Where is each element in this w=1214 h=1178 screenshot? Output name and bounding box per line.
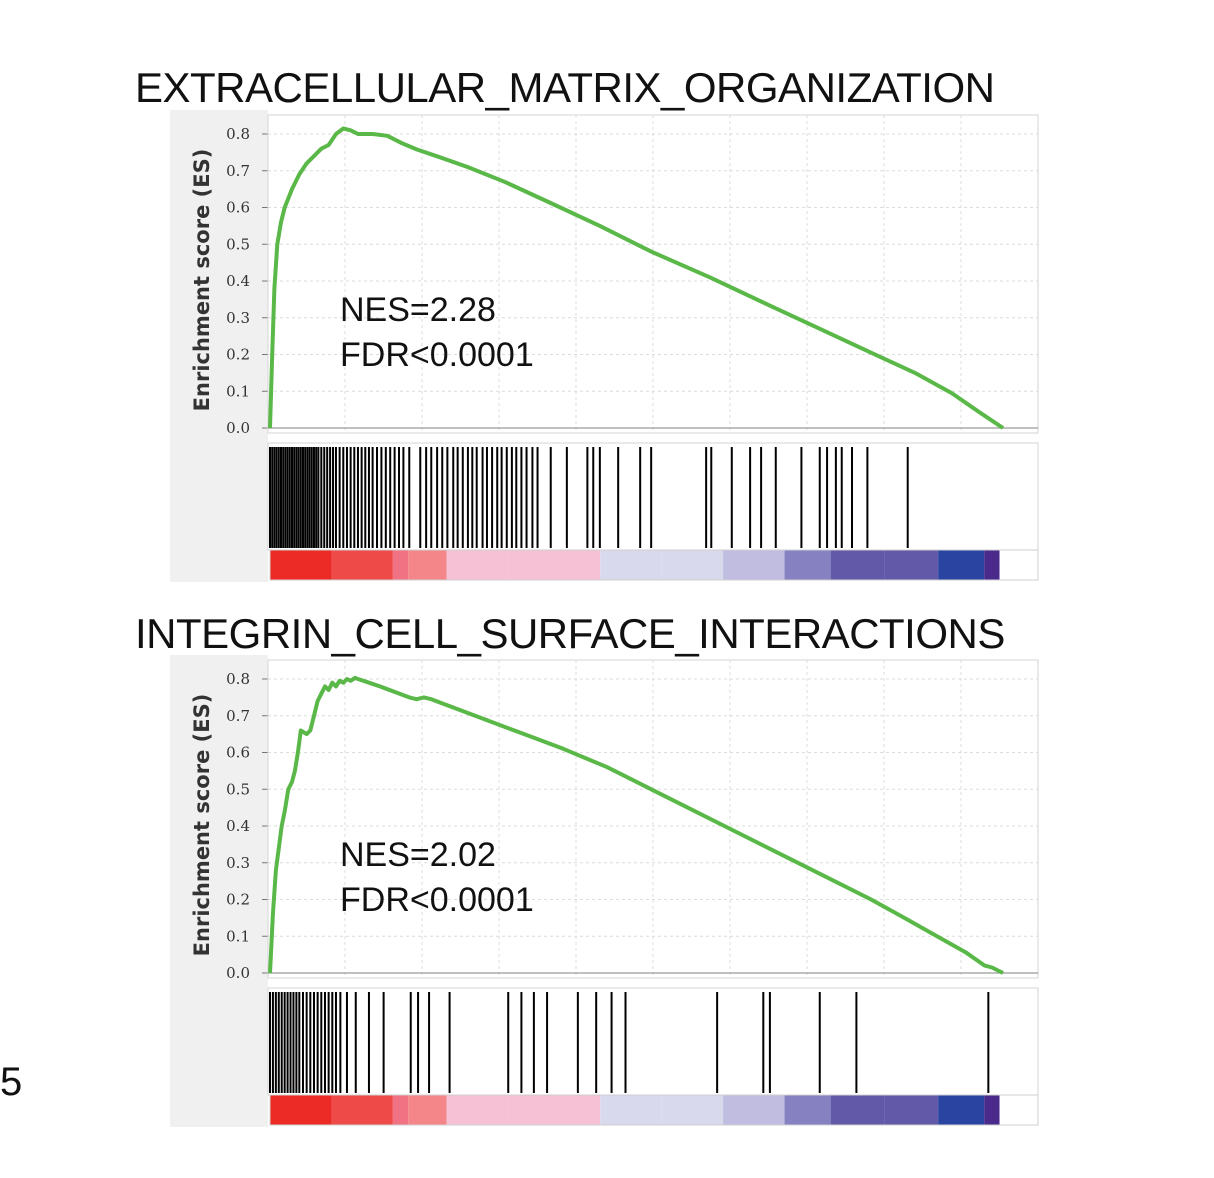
color-bar-segment [784,550,831,580]
color-bar-segment [723,1095,785,1125]
color-bar-segment [600,1095,662,1125]
y-axis-label: Enrichment score (ES) [190,149,214,412]
color-bar-segment [723,550,785,580]
color-bar-segment [331,1095,393,1125]
color-bar-segment [784,1095,831,1125]
hit-panel [267,442,1039,551]
enrichment-score-line [268,675,1004,975]
y-tick-labels: 0.0 0.1 0.2 0.3 0.4 0.5 0.6 0.7 0.8 [226,670,268,982]
y-tick-label: 0.5 [226,780,250,798]
nes-annotation: NES=2.28 [340,291,496,329]
color-bar-segment [446,1095,509,1125]
color-bar-segment [830,1095,885,1125]
y-tick-label: 0.1 [226,927,250,945]
fdr-annotation: FDR<0.0001 [340,336,534,374]
color-bar-segment [600,550,662,580]
fdr-annotation: FDR<0.0001 [340,881,534,919]
y-tick-label: 0.6 [226,199,250,217]
color-bar-segment [938,550,985,580]
color-bar-segment [984,550,1000,580]
ranked-list-color-bar [269,549,1039,581]
color-bar-segment [884,550,939,580]
y-tick-label: 0.1 [226,382,250,400]
color-bar-segment [392,550,409,580]
y-tick-labels: 0.0 0.1 0.2 0.3 0.4 0.5 0.6 0.7 0.8 [226,125,268,437]
color-bar-segment [408,1095,447,1125]
color-bar-segment [938,1095,985,1125]
y-tick-label: 0.2 [226,346,250,364]
nes-annotation: NES=2.02 [340,836,496,874]
hit-markers [269,447,909,548]
chart-title: EXTRACELLULAR_MATRIX_ORGANIZATION [135,64,995,111]
color-bar-segment [999,1095,1038,1125]
color-bar-segment [884,1095,939,1125]
gsea-plot-2: Enrichment score (ES) 0.0 0.1 0.2 0.3 0.4 0.5… [170,655,1039,1127]
chart-title: INTEGRIN_CELL_SURFACE_INTERACTIONS [135,610,1005,657]
y-tick-label: 0.4 [226,817,250,835]
color-bar-segment [508,550,601,580]
y-tick-label: 0.7 [226,162,250,180]
color-bar-segment [508,1095,601,1125]
color-bar-border [269,549,1039,581]
y-tick-label: 0.4 [226,272,250,290]
y-tick-label: 0.7 [226,707,250,725]
grid-lines [268,660,1038,978]
y-axis-panel [170,655,268,1127]
gsea-plot-1: Enrichment score (ES) 0.0 0.1 0.2 0.3 0.4 0.5… [170,110,1039,582]
color-bar-segment [661,550,724,580]
color-bar-segment [984,1095,1000,1125]
hit-markers [269,992,990,1093]
y-tick-label: 0.2 [226,891,250,909]
y-axis-label: Enrichment score (ES) [190,694,214,957]
color-bar-segment [446,550,509,580]
y-tick-label: 0.8 [226,670,250,688]
color-bar-segment [661,1095,724,1125]
figure-panel-number: 5 [0,1060,23,1104]
color-bar-segment [270,1095,332,1125]
y-axis-panel [170,110,268,582]
color-bar-segment [408,550,447,580]
ranked-list-color-bar [269,1094,1039,1126]
gsea-panel-1: EXTRACELLULAR_MATRIX_ORGANIZATION Enrich… [135,64,1039,582]
color-bar-segment [270,550,332,580]
y-tick-label: 0.0 [226,964,250,982]
color-bar-segment [392,1095,409,1125]
enrichment-score-line [268,126,1005,430]
y-tick-label: 0.3 [226,309,250,327]
hit-panel [267,987,1039,1096]
y-tick-label: 0.0 [226,419,250,437]
y-tick-label: 0.5 [226,235,250,253]
color-bar-border [269,1094,1039,1126]
y-tick-label: 0.3 [226,854,250,872]
grid-lines [268,115,1038,433]
color-bar-segment [830,550,885,580]
y-tick-label: 0.6 [226,744,250,762]
color-bar-segment [331,550,393,580]
y-tick-label: 0.8 [226,125,250,143]
color-bar-segment [999,550,1038,580]
